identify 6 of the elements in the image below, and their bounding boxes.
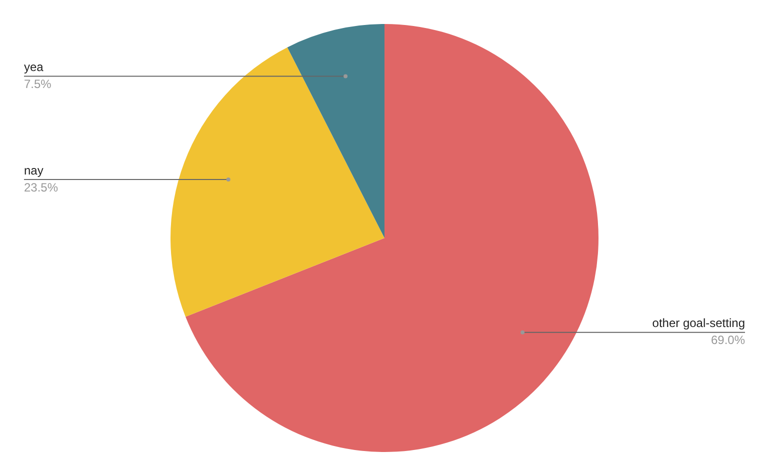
slice-label: yea [24,60,44,74]
slice-label: nay [24,163,44,178]
data-label: 7.5% [24,77,52,92]
data-label: 23.5% [24,180,58,194]
slice-label: other goal-setting [652,316,745,330]
data-label: 69.0% [710,333,746,348]
